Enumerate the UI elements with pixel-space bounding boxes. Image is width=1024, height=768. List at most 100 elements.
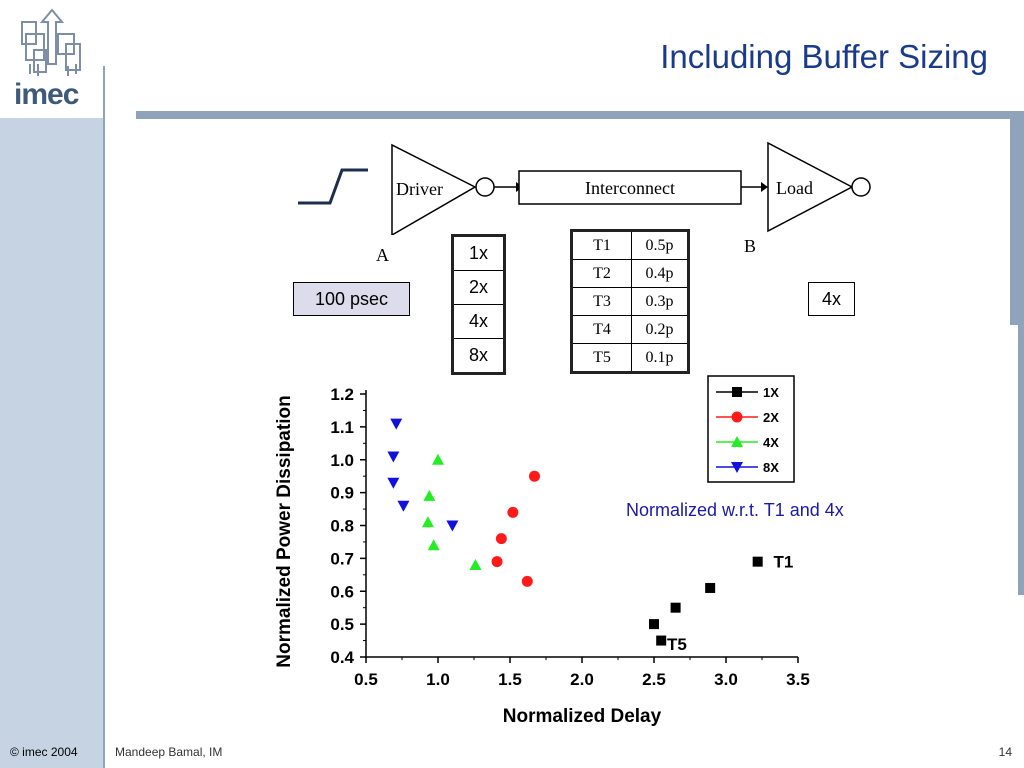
size-cell: 2x	[452, 270, 505, 305]
y-tick-label: 0.7	[330, 549, 354, 568]
data-point-8x	[387, 451, 400, 463]
legend-label: 1X	[763, 385, 779, 400]
data-point-1x	[656, 635, 667, 646]
x-axis-title: Normalized Delay	[503, 706, 662, 727]
data-point-4x	[423, 489, 436, 501]
legend-marker-2x	[731, 411, 743, 423]
scatter-chart: 0.40.50.60.70.80.91.01.11.20.5 1.0 1.5 2.0 2…	[274, 375, 810, 727]
data-point-8x	[397, 500, 410, 512]
size-cell: 1x	[452, 235, 505, 271]
data-point-1x	[670, 602, 681, 613]
table-row: 4x	[452, 304, 505, 339]
rise-name-cell: T4	[571, 315, 632, 344]
left-divider	[103, 66, 105, 768]
rise-value-cell: 0.2p	[631, 315, 689, 344]
rise-name-cell: T2	[571, 259, 632, 288]
load-output-bubble	[851, 177, 871, 197]
x-tick-label: 2.5	[642, 670, 666, 689]
right-edge-band-lower	[1018, 325, 1024, 595]
title-underline-bar	[136, 111, 1024, 119]
arrow-head-2	[761, 182, 768, 192]
x-tick-label: 2.0	[570, 670, 594, 689]
page-number: 14	[998, 745, 1012, 759]
table-row: T3 0.3p	[571, 287, 689, 316]
data-point-1x	[705, 582, 716, 593]
y-axis-title: Normalized Power Dissipation	[274, 395, 295, 667]
load-buffer-symbol	[767, 141, 854, 233]
legend-label: 2X	[763, 410, 779, 425]
driver-output-bubble	[475, 177, 495, 197]
interconnect-label: Interconnect	[585, 178, 675, 198]
y-tick-label: 0.9	[330, 484, 354, 503]
logo-text: imec	[14, 78, 79, 111]
input-delay-box: 100 psec	[293, 282, 410, 316]
data-point-8x	[446, 520, 459, 532]
point-annotation: T5	[667, 635, 687, 654]
driver-size-table: 1x 2x 4x 8x	[451, 234, 506, 375]
data-point-2x	[507, 506, 519, 518]
right-edge-band	[1010, 119, 1024, 325]
node-b-label: B	[744, 236, 757, 256]
imec-logo-icon	[21, 8, 81, 76]
table-row: T4 0.2p	[571, 315, 689, 344]
data-point-4x	[421, 516, 434, 528]
normalization-note: Normalized w.r.t. T1 and 4x	[626, 500, 844, 520]
data-point-1x	[752, 556, 763, 567]
y-tick-label: 0.5	[330, 615, 354, 634]
table-row: T2 0.4p	[571, 259, 689, 288]
rise-value-cell: 0.4p	[631, 259, 689, 288]
left-sidebar-band	[0, 118, 103, 768]
driver-label: Driver	[396, 179, 443, 199]
size-cell: 4x	[452, 304, 505, 339]
node-a-label: A	[376, 245, 389, 265]
x-tick-label: 1.0	[426, 670, 450, 689]
table-row: 8x	[452, 338, 505, 374]
rise-value-cell: 0.3p	[631, 287, 689, 316]
x-tick-label: 1.5	[498, 670, 522, 689]
table-row: T1 0.5p	[571, 230, 689, 260]
legend-box	[707, 375, 795, 483]
slide-title: Including Buffer Sizing	[660, 38, 988, 75]
y-tick-label: 0.6	[330, 582, 354, 601]
load-label: Load	[776, 178, 813, 198]
data-point-2x	[491, 556, 503, 568]
circuit-schematic: Driver Interconnect Load	[298, 141, 871, 235]
rise-name-cell: T5	[571, 343, 632, 373]
legend-label: 8X	[763, 460, 779, 475]
data-point-4x	[427, 539, 440, 551]
data-point-4x	[432, 453, 444, 465]
legend-label: 4X	[763, 435, 779, 450]
y-tick-label: 0.4	[330, 648, 354, 667]
data-point-2x	[521, 575, 533, 587]
table-row: 1x	[452, 235, 505, 271]
legend-marker-1x	[732, 387, 742, 397]
x-tick-label: 0.5	[354, 670, 378, 689]
data-point-8x	[387, 477, 400, 489]
rise-time-table: T1 0.5p T2 0.4p T3 0.3p T4 0.2p T5 0.1p	[570, 229, 690, 374]
footer-author: Mandeep Bamal, IM	[115, 745, 223, 759]
load-size-box: 4x	[808, 282, 855, 316]
footer-copyright: © imec 2004	[10, 745, 78, 759]
rise-value-cell: 0.5p	[631, 230, 689, 260]
data-point-2x	[528, 470, 540, 482]
data-point-8x	[390, 418, 403, 430]
point-annotation: T1	[774, 553, 794, 572]
input-step-waveform	[298, 168, 368, 205]
x-tick-label: 3.0	[714, 670, 738, 689]
x-tick-label: 3.5	[786, 670, 810, 689]
data-point-1x	[649, 619, 659, 630]
y-tick-label: 1.1	[330, 418, 354, 437]
rise-value-cell: 0.1p	[631, 343, 689, 373]
data-point-4x	[469, 558, 482, 570]
rise-name-cell: T1	[571, 230, 632, 260]
size-cell: 8x	[452, 338, 505, 374]
table-row: T5 0.1p	[571, 343, 689, 373]
driver-buffer-symbol	[391, 143, 477, 235]
table-row: 2x	[452, 270, 505, 305]
rise-name-cell: T3	[571, 287, 632, 316]
legend-marker-4x	[731, 436, 743, 447]
legend-marker-8x	[731, 462, 743, 473]
y-tick-label: 0.8	[330, 517, 354, 536]
y-tick-label: 1.0	[330, 451, 354, 470]
y-tick-label: 1.2	[330, 385, 354, 404]
